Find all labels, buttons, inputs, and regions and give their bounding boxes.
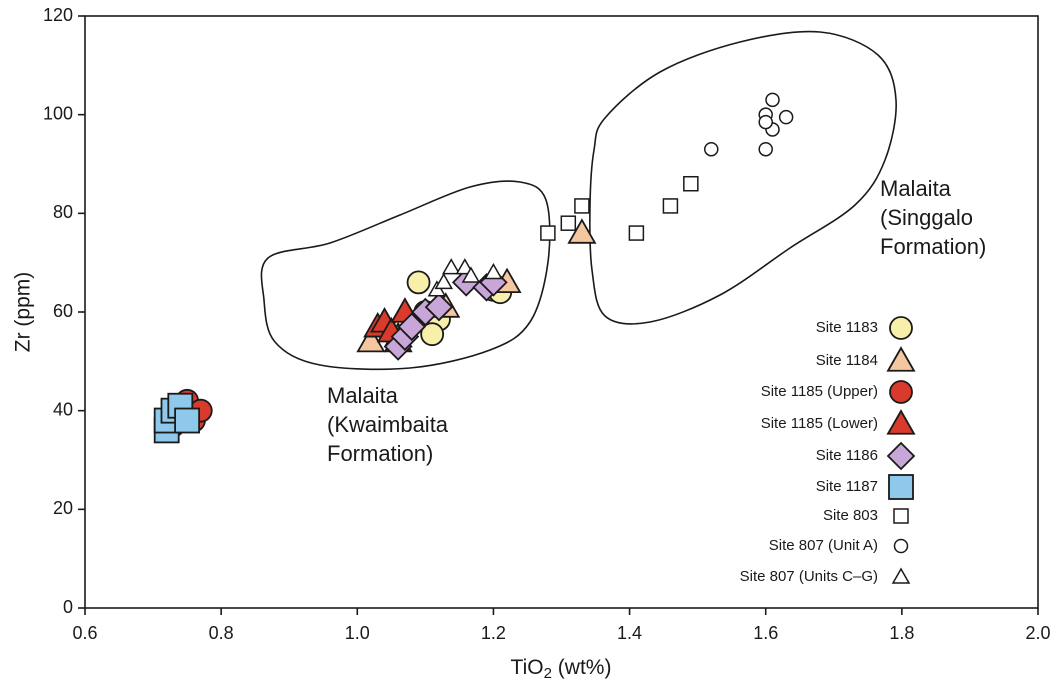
y-axis-label: Zr (ppm) xyxy=(12,272,35,353)
data-point xyxy=(356,326,386,353)
data-point xyxy=(455,258,475,275)
data-point xyxy=(758,141,773,157)
legend-label: Site 1186 xyxy=(816,447,878,464)
data-point xyxy=(540,225,556,241)
legend-label: Site 1185 (Lower) xyxy=(761,415,878,432)
x-tick-label: 2.0 xyxy=(1025,623,1050,643)
field-outline xyxy=(589,30,897,325)
x-tick-label: 0.6 xyxy=(72,623,97,643)
data-point xyxy=(662,198,679,214)
x-label-sub: 2 xyxy=(544,665,552,682)
field-label: (Kwaimbaita xyxy=(327,412,449,437)
field-label: Malaita xyxy=(327,383,399,408)
y-tick-label: 0 xyxy=(63,597,73,617)
x-tick-label: 1.4 xyxy=(617,623,642,643)
x-label-part: TiO xyxy=(511,656,544,679)
y-tick-label: 60 xyxy=(53,301,73,321)
y-tick-label: 100 xyxy=(43,103,73,123)
legend-label: Site 1185 (Upper) xyxy=(761,383,878,400)
field-label: Formation) xyxy=(880,234,986,259)
x-tick-label: 1.2 xyxy=(481,623,506,643)
data-point xyxy=(461,266,481,283)
data-point xyxy=(420,322,445,347)
legend-label: Site 1184 xyxy=(816,352,878,369)
data-point xyxy=(397,312,427,342)
data-point xyxy=(434,272,454,290)
legend-label: Site 807 (Units C–G) xyxy=(740,568,878,585)
x-tick-label: 1.6 xyxy=(753,623,778,643)
legend-marker xyxy=(893,508,909,524)
data-point xyxy=(683,175,699,192)
data-point xyxy=(765,92,780,108)
data-point xyxy=(484,263,503,280)
legend-marker xyxy=(888,474,914,500)
legend-marker xyxy=(893,538,909,554)
field-label: (Singgalo xyxy=(880,205,973,230)
legend-marker xyxy=(891,567,911,584)
data-point xyxy=(778,109,794,125)
legend-marker xyxy=(886,346,916,372)
x-tick-label: 1.0 xyxy=(345,623,370,643)
y-tick-label: 40 xyxy=(53,399,73,419)
legend-label: Site 1187 xyxy=(816,478,878,495)
data-point xyxy=(174,407,201,434)
legend-marker xyxy=(886,441,916,471)
legend-label: Site 807 (Unit A) xyxy=(769,537,878,554)
data-point xyxy=(758,114,773,130)
data-point xyxy=(628,225,645,241)
data-point xyxy=(567,218,597,244)
data-point xyxy=(704,141,719,157)
y-tick-label: 20 xyxy=(53,498,73,518)
field-outline xyxy=(260,180,551,371)
data-point xyxy=(441,258,461,275)
field-label: Malaita xyxy=(880,176,952,201)
x-label-part: (wt%) xyxy=(552,656,612,679)
field-label: Formation) xyxy=(327,441,433,466)
data-point xyxy=(424,292,454,322)
legend-label: Site 803 xyxy=(823,507,878,524)
legend-marker xyxy=(889,316,913,340)
x-tick-label: 1.8 xyxy=(889,623,914,643)
y-tick-label: 120 xyxy=(43,5,73,25)
y-tick-label: 80 xyxy=(53,202,73,222)
x-tick-label: 0.8 xyxy=(209,623,234,643)
legend-label: Site 1183 xyxy=(816,319,878,336)
data-point xyxy=(560,215,577,231)
data-point xyxy=(574,198,590,214)
data-point xyxy=(406,270,431,295)
x-axis-label: TiO2 (wt%) xyxy=(511,656,612,682)
legend-marker xyxy=(889,380,913,404)
legend-marker xyxy=(886,409,916,435)
